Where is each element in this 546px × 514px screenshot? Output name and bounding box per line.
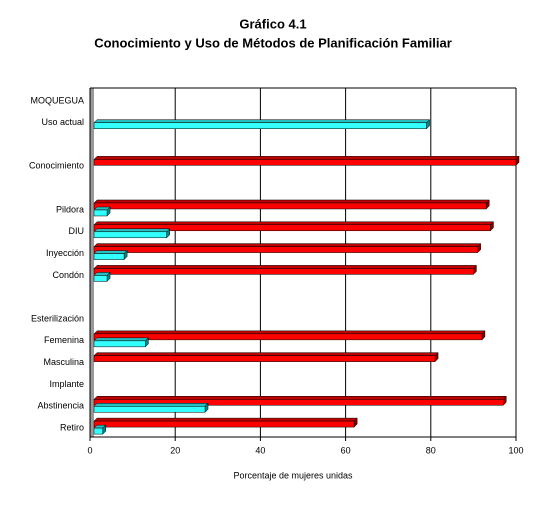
bar: [93, 231, 167, 239]
bar: [93, 253, 125, 260]
bar-top: [93, 250, 128, 254]
bar: [93, 355, 436, 362]
bar: [93, 340, 146, 348]
bar-top: [93, 417, 358, 422]
x-tick-label: 20: [170, 445, 180, 455]
bar-top: [93, 119, 431, 123]
bar-top: [93, 396, 507, 400]
bar: [93, 202, 487, 210]
y-tick-label: Esterilización: [31, 313, 84, 323]
bar-top: [93, 352, 439, 356]
bar-top: [93, 330, 486, 335]
bar-top: [93, 403, 209, 407]
y-tick-label: Abstinencia: [37, 401, 84, 411]
y-tick-label: Pildora: [56, 204, 84, 214]
x-tick-label: 80: [426, 445, 436, 455]
x-axis-label: Porcentaje de mujeres unidas: [233, 470, 353, 480]
bar: [93, 122, 427, 129]
y-tick-label: DIU: [69, 226, 85, 236]
bar-top: [93, 243, 482, 247]
bar-top: [93, 199, 490, 204]
bar: [93, 159, 517, 166]
bar: [93, 427, 104, 435]
bar: [93, 333, 483, 341]
bar-top: [93, 221, 495, 226]
plot-wall: [90, 88, 94, 437]
x-tick-label: 60: [341, 445, 351, 455]
y-tick-label: Femenina: [44, 335, 84, 345]
bar-top: [93, 337, 149, 342]
bar: [93, 268, 474, 275]
bar-top: [93, 156, 520, 160]
bar: [93, 275, 108, 282]
y-tick-label: Implante: [49, 379, 84, 389]
bar: [93, 406, 206, 413]
y-tick-label: Retiro: [60, 422, 84, 432]
y-tick-label: Masculina: [43, 357, 84, 367]
bar-top: [93, 228, 171, 233]
bar: [93, 224, 491, 232]
bar: [93, 399, 504, 406]
y-tick-label: MOQUEGUA: [30, 95, 84, 105]
bar: [93, 420, 355, 428]
x-tick-label: 40: [255, 445, 265, 455]
x-tick-label: 100: [508, 445, 523, 455]
chart-title: Gráfico 4.1: [239, 16, 306, 31]
bar-top: [93, 265, 478, 269]
y-tick-label: Inyección: [46, 248, 84, 258]
chart-subtitle: Conocimiento y Uso de Métodos de Planifi…: [94, 35, 452, 50]
x-tick-label: 0: [87, 445, 92, 455]
bar: [93, 246, 478, 253]
y-tick-label: Conocimiento: [29, 161, 84, 171]
bar: [93, 209, 108, 217]
y-tick-label: Uso actual: [41, 117, 84, 127]
y-tick-label: Condón: [52, 270, 84, 280]
